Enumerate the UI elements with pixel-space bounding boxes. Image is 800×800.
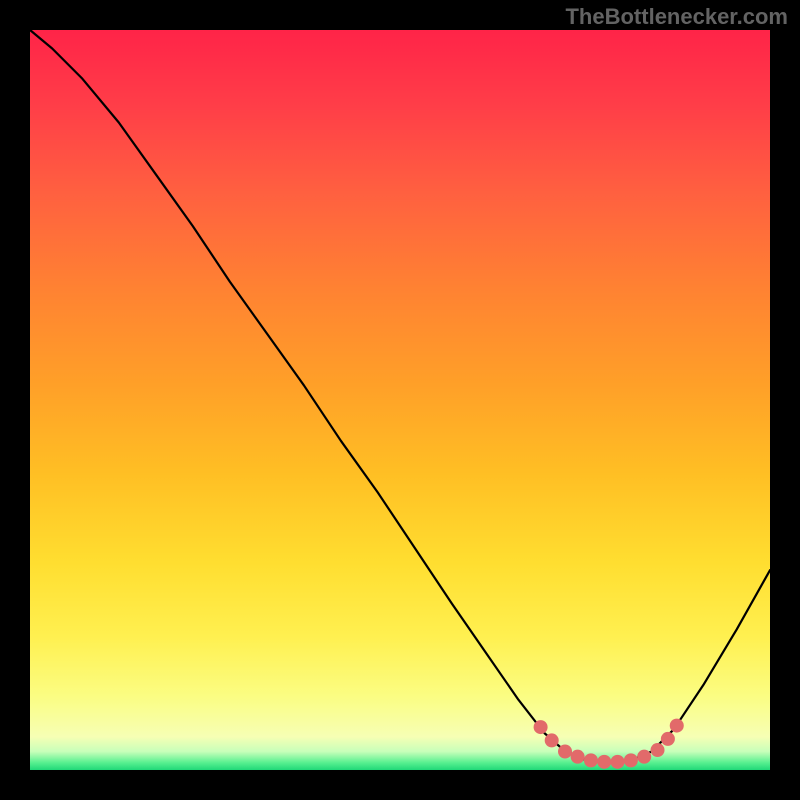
marker-group xyxy=(534,719,684,769)
curve-marker xyxy=(597,755,611,769)
curve-marker xyxy=(670,719,684,733)
curve-marker xyxy=(611,755,625,769)
curve-marker xyxy=(637,750,651,764)
curve-marker xyxy=(534,720,548,734)
curve-marker xyxy=(584,753,598,767)
bottleneck-curve xyxy=(30,30,770,763)
curve-marker xyxy=(624,753,638,767)
curve-marker xyxy=(651,743,665,757)
curve-marker xyxy=(545,733,559,747)
curve-marker xyxy=(558,745,572,759)
curve-marker xyxy=(571,750,585,764)
bottleneck-chart xyxy=(30,30,770,770)
curve-marker xyxy=(661,732,675,746)
watermark-text: TheBottlenecker.com xyxy=(565,4,788,30)
chart-svg xyxy=(30,30,770,770)
